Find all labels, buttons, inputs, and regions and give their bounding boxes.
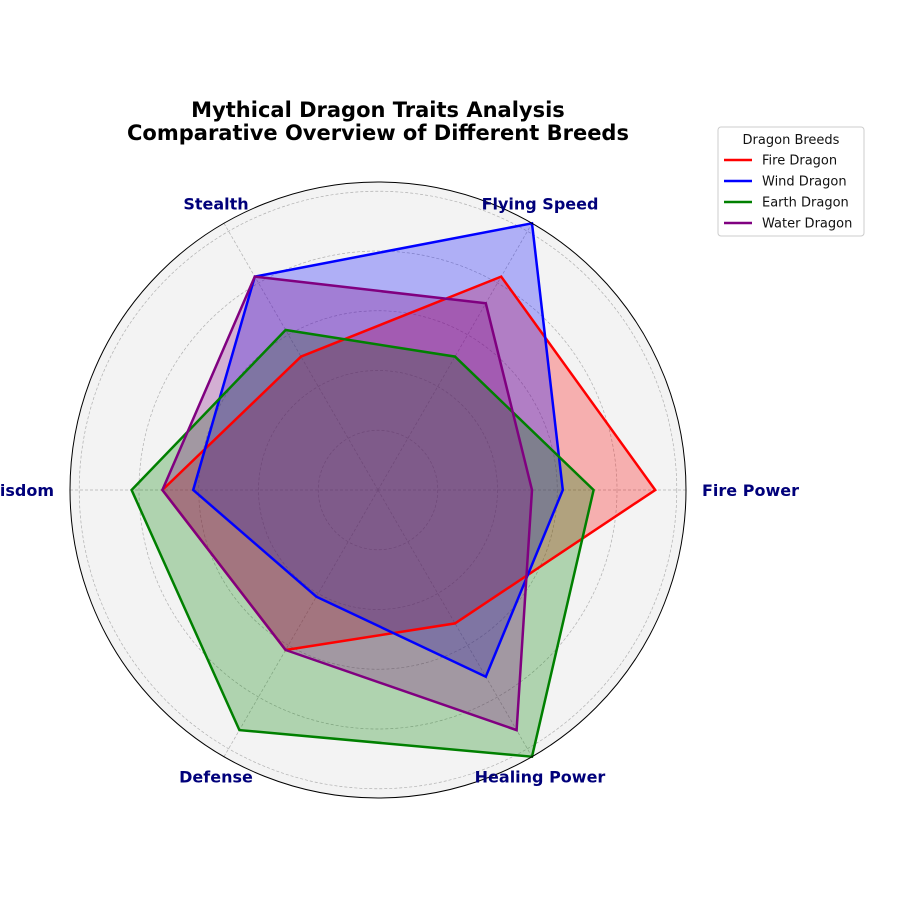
legend-label-wind-dragon: Wind Dragon [762, 175, 847, 190]
grid-ring [317, 429, 439, 551]
legend-label-fire-dragon: Fire Dragon [762, 154, 837, 169]
grid-spoke [223, 489, 379, 757]
series-layer [130, 221, 657, 759]
axis-label-defense: Defense [179, 768, 253, 787]
polar-grid [70, 190, 686, 790]
axis-label-healing-power: Healing Power [475, 768, 606, 787]
series-area-wind-dragon [193, 223, 563, 677]
grid-spoke [223, 223, 379, 491]
axis-label-stealth: Stealth [183, 194, 248, 213]
series-area-fire-dragon [162, 276, 656, 650]
series-area-water-dragon [162, 276, 532, 731]
legend-title: Dragon Breeds [743, 133, 840, 148]
legend-label-earth-dragon: Earth Dragon [762, 196, 849, 211]
chart-subtitle: Comparative Overview of Different Breeds [127, 121, 629, 145]
legend-frame [717, 126, 865, 237]
grid-ring [78, 190, 678, 790]
axis-labels: Fire Power Flying Speed Stealth Wisdom Defen… [0, 194, 799, 786]
grid-spoke [377, 489, 533, 757]
axis-label-fire-power: Fire Power [702, 481, 799, 500]
legend: Dragon Breeds Fire Dragon Wind Dragon Eart… [717, 126, 865, 237]
grid-ring [138, 250, 618, 730]
grid-spoke [377, 223, 533, 491]
series-area-earth-dragon [131, 330, 594, 757]
grid-ring [258, 370, 498, 610]
grid-ring [198, 310, 558, 670]
axis-label-wisdom: Wisdom [0, 481, 54, 500]
polar-frame [69, 181, 687, 799]
legend-label-water-dragon: Water Dragon [762, 217, 852, 232]
series-line-water-dragon [160, 275, 534, 732]
axis-label-flying-speed: Flying Speed [482, 194, 599, 213]
chart-title: Mythical Dragon Traits Analysis [191, 98, 565, 122]
